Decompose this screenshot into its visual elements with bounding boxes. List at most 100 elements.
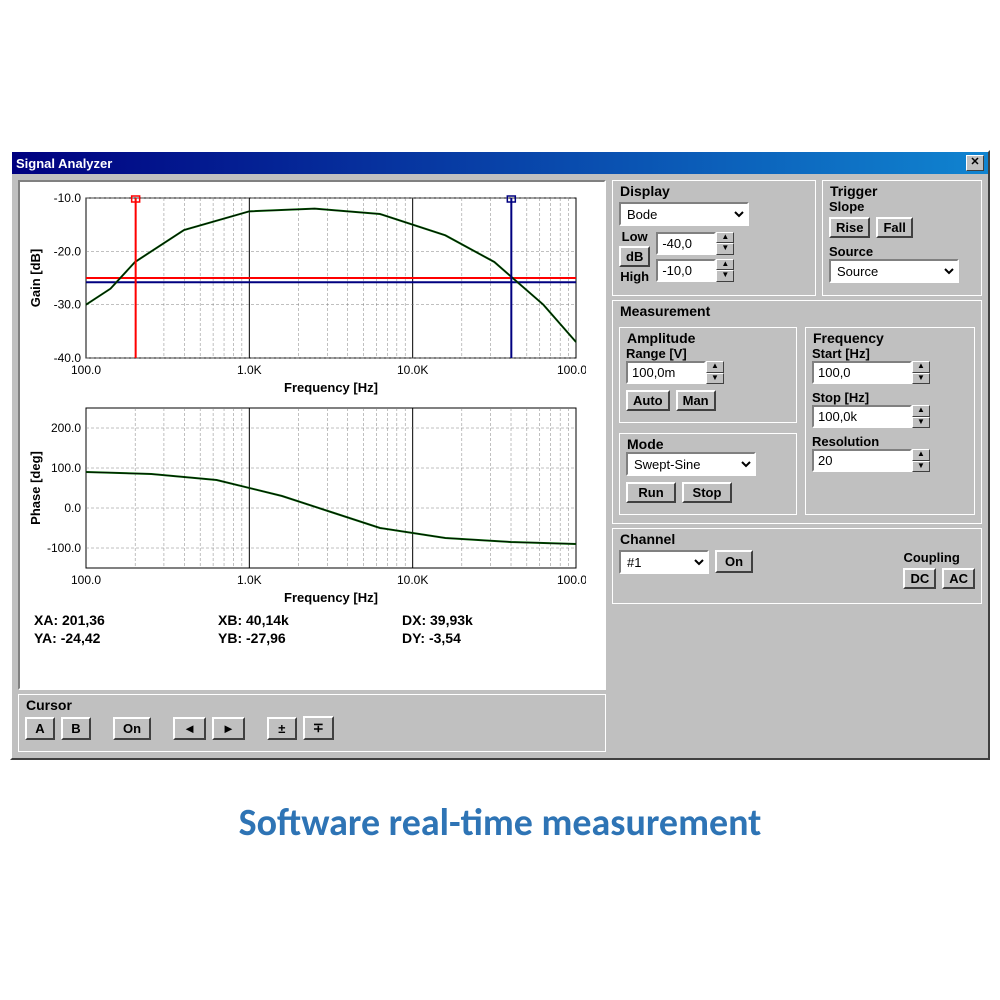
svg-text:Gain [dB]: Gain [dB] — [28, 249, 43, 308]
auto-button[interactable]: Auto — [626, 390, 670, 411]
right-panel: Display Bode Low dB High — [612, 180, 982, 752]
stop-label: Stop [Hz] — [812, 390, 968, 405]
readout-ya: YA: -24,42 — [34, 630, 218, 646]
fall-button[interactable]: Fall — [876, 217, 912, 238]
spin-up-icon[interactable]: ▲ — [912, 449, 930, 461]
readout-yb: YB: -27,96 — [218, 630, 402, 646]
rise-button[interactable]: Rise — [829, 217, 870, 238]
client-area: -40.0-30.0-20.0-10.0100.01.0K10.0K100.0K… — [12, 174, 988, 758]
svg-text:100.0K: 100.0K — [557, 573, 586, 587]
cursor-group-label: Cursor — [23, 697, 75, 713]
db-button[interactable]: dB — [619, 246, 650, 267]
cursor-a-button[interactable]: A — [25, 717, 55, 740]
run-button[interactable]: Run — [626, 482, 676, 503]
start-label: Start [Hz] — [812, 346, 968, 361]
spin-down-icon[interactable]: ▼ — [912, 417, 930, 429]
titlebar: Signal Analyzer ✕ — [12, 152, 988, 174]
mode-select[interactable]: Swept-Sine — [626, 452, 756, 476]
cursor-b-button[interactable]: B — [61, 717, 91, 740]
svg-text:1.0K: 1.0K — [237, 573, 262, 587]
cursor-plus-button[interactable]: ± — [267, 717, 297, 740]
trigger-label: Trigger — [827, 183, 880, 199]
man-button[interactable]: Man — [676, 390, 716, 411]
amplitude-label: Amplitude — [624, 330, 698, 346]
low-spinner[interactable]: ▲▼ — [656, 232, 734, 255]
svg-text:100.0: 100.0 — [71, 573, 101, 587]
cursor-right-button[interactable]: ► — [212, 717, 245, 740]
frequency-group: Frequency Start [Hz] ▲▼ Stop [Hz] ▲▼ Res… — [805, 327, 975, 515]
svg-text:0.0: 0.0 — [64, 501, 81, 515]
svg-text:100.0: 100.0 — [71, 363, 101, 377]
svg-text:Frequency [Hz]: Frequency [Hz] — [284, 380, 378, 395]
svg-text:10.0K: 10.0K — [397, 363, 428, 377]
chart-area: -40.0-30.0-20.0-10.0100.01.0K10.0K100.0K… — [18, 180, 606, 690]
mode-label: Mode — [624, 436, 667, 452]
high-label: High — [620, 269, 649, 284]
svg-text:Frequency [Hz]: Frequency [Hz] — [284, 590, 378, 605]
spin-up-icon[interactable]: ▲ — [716, 232, 734, 244]
spin-up-icon[interactable]: ▲ — [706, 361, 724, 373]
channel-on-button[interactable]: On — [715, 550, 753, 573]
high-input[interactable] — [656, 259, 716, 282]
signal-analyzer-window: Signal Analyzer ✕ -40.0-30.0-20.0-10.010… — [10, 150, 990, 760]
stop-button[interactable]: Stop — [682, 482, 732, 503]
display-group: Display Bode Low dB High — [612, 180, 816, 296]
resolution-input[interactable] — [812, 449, 912, 472]
cursor-on-button[interactable]: On — [113, 717, 151, 740]
coupling-label: Coupling — [903, 550, 975, 565]
high-spinner[interactable]: ▲▼ — [656, 259, 734, 282]
low-input[interactable] — [656, 232, 716, 255]
spin-up-icon[interactable]: ▲ — [912, 361, 930, 373]
close-button[interactable]: ✕ — [966, 155, 984, 171]
channel-select[interactable]: #1 — [619, 550, 709, 574]
spin-down-icon[interactable]: ▼ — [706, 373, 724, 385]
cursor-left-button[interactable]: ◄ — [173, 717, 206, 740]
svg-text:10.0K: 10.0K — [397, 573, 428, 587]
stop-input[interactable] — [812, 405, 912, 428]
frequency-label: Frequency — [810, 330, 887, 346]
source-label: Source — [829, 244, 975, 259]
stop-spinner[interactable]: ▲▼ — [812, 405, 930, 428]
range-spinner[interactable]: ▲▼ — [626, 361, 724, 384]
spin-down-icon[interactable]: ▼ — [912, 373, 930, 385]
spin-down-icon[interactable]: ▼ — [716, 270, 734, 282]
start-input[interactable] — [812, 361, 912, 384]
cursor-readout: XA: 201,36 XB: 40,14k DX: 39,93k YA: -24… — [26, 608, 594, 650]
svg-text:100.0K: 100.0K — [557, 363, 586, 377]
svg-text:200.0: 200.0 — [51, 421, 81, 435]
caption: Software real-time measurement — [10, 800, 990, 846]
svg-text:Phase [deg]: Phase [deg] — [28, 451, 43, 525]
readout-dx: DX: 39,93k — [402, 612, 586, 628]
svg-text:1.0K: 1.0K — [237, 363, 262, 377]
svg-text:-30.0: -30.0 — [54, 298, 82, 312]
spin-down-icon[interactable]: ▼ — [912, 461, 930, 473]
low-label: Low — [622, 229, 648, 244]
readout-xa: XA: 201,36 — [34, 612, 218, 628]
gain-chart: -40.0-30.0-20.0-10.0100.01.0K10.0K100.0K… — [26, 188, 586, 398]
window-title: Signal Analyzer — [16, 156, 112, 171]
phase-chart: -100.00.0100.0200.0100.01.0K10.0K100.0KP… — [26, 398, 586, 608]
resolution-spinner[interactable]: ▲▼ — [812, 449, 930, 472]
slope-label: Slope — [829, 199, 975, 214]
ac-button[interactable]: AC — [942, 568, 975, 589]
cursor-group: Cursor A B On ◄ ► ± ∓ — [18, 694, 606, 752]
cursor-minus-button[interactable]: ∓ — [303, 716, 334, 740]
svg-text:-100.0: -100.0 — [47, 541, 81, 555]
measurement-label: Measurement — [617, 303, 713, 319]
spin-up-icon[interactable]: ▲ — [716, 259, 734, 271]
readout-xb: XB: 40,14k — [218, 612, 402, 628]
range-input[interactable] — [626, 361, 706, 384]
channel-group: Channel #1 On Coupling DC AC — [612, 528, 982, 604]
svg-text:-10.0: -10.0 — [54, 191, 82, 205]
trigger-group: Trigger Slope Rise Fall Source Source — [822, 180, 982, 296]
dc-button[interactable]: DC — [903, 568, 936, 589]
channel-label: Channel — [617, 531, 678, 547]
spin-down-icon[interactable]: ▼ — [716, 243, 734, 255]
resolution-label: Resolution — [812, 434, 968, 449]
display-select[interactable]: Bode — [619, 202, 749, 226]
mode-group: Mode Swept-Sine Run Stop — [619, 433, 797, 515]
source-select[interactable]: Source — [829, 259, 959, 283]
start-spinner[interactable]: ▲▼ — [812, 361, 930, 384]
range-label: Range [V] — [626, 346, 790, 361]
spin-up-icon[interactable]: ▲ — [912, 405, 930, 417]
